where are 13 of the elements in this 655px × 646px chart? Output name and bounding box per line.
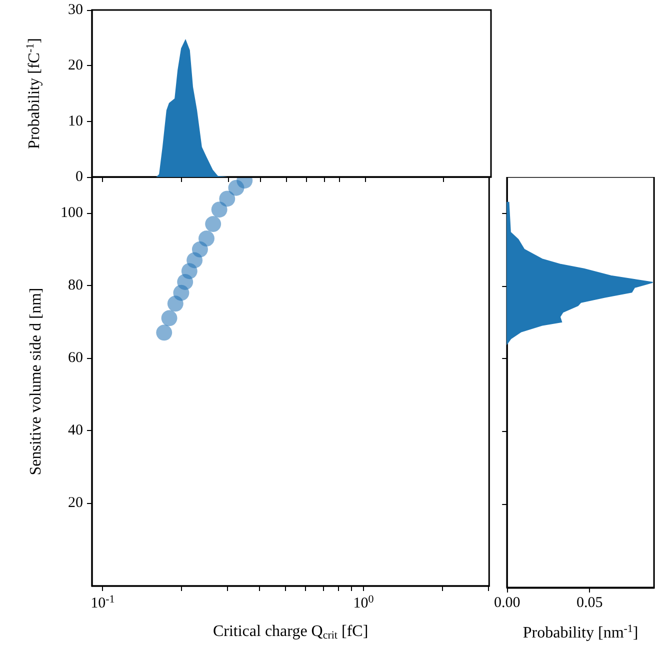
y-tick-label: 100 (60, 205, 83, 222)
x-tick-label: 0.00 (494, 595, 520, 611)
y-tick-label: 0 (76, 169, 83, 185)
y-tick-label: 80 (68, 278, 83, 294)
y-tick-label: 20 (68, 58, 83, 74)
y-tick-label: 60 (68, 350, 83, 366)
y-tick-label: 30 (68, 2, 83, 18)
y-tick-label: 40 (68, 422, 83, 438)
y-tick-label: 10 (68, 113, 83, 130)
y-tick-label: 20 (68, 494, 83, 511)
x-tick-label: 0.05 (576, 595, 603, 611)
y-axis-title: Sensitive volume side d [nm] (28, 288, 44, 476)
y-axis-title: Probability [fC-1] (24, 38, 43, 149)
